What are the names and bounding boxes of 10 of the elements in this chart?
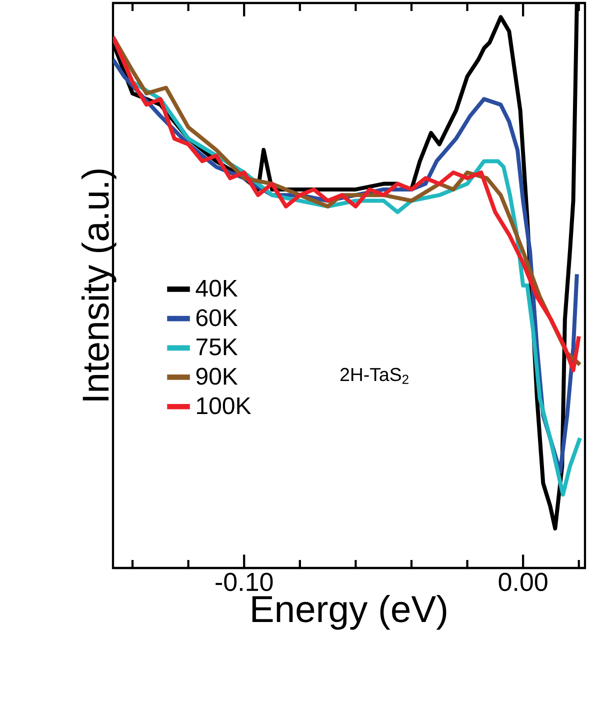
legend-label: 90K [196, 368, 238, 385]
legend-label: 40K [196, 280, 238, 297]
legend-label: 60K [196, 309, 238, 326]
x-axis-title: Energy (eV) [252, 594, 446, 630]
legend-label: 100K [197, 397, 252, 414]
x-tick-label: -0.10 [216, 572, 273, 592]
annotation: 2H-TaS$_{2}$ [340, 368, 408, 384]
x-tick-label: 0.00 [498, 572, 548, 592]
y-axis-title: Intensity (a.u.) [82, 170, 116, 400]
legend-label: 75K [196, 338, 238, 356]
